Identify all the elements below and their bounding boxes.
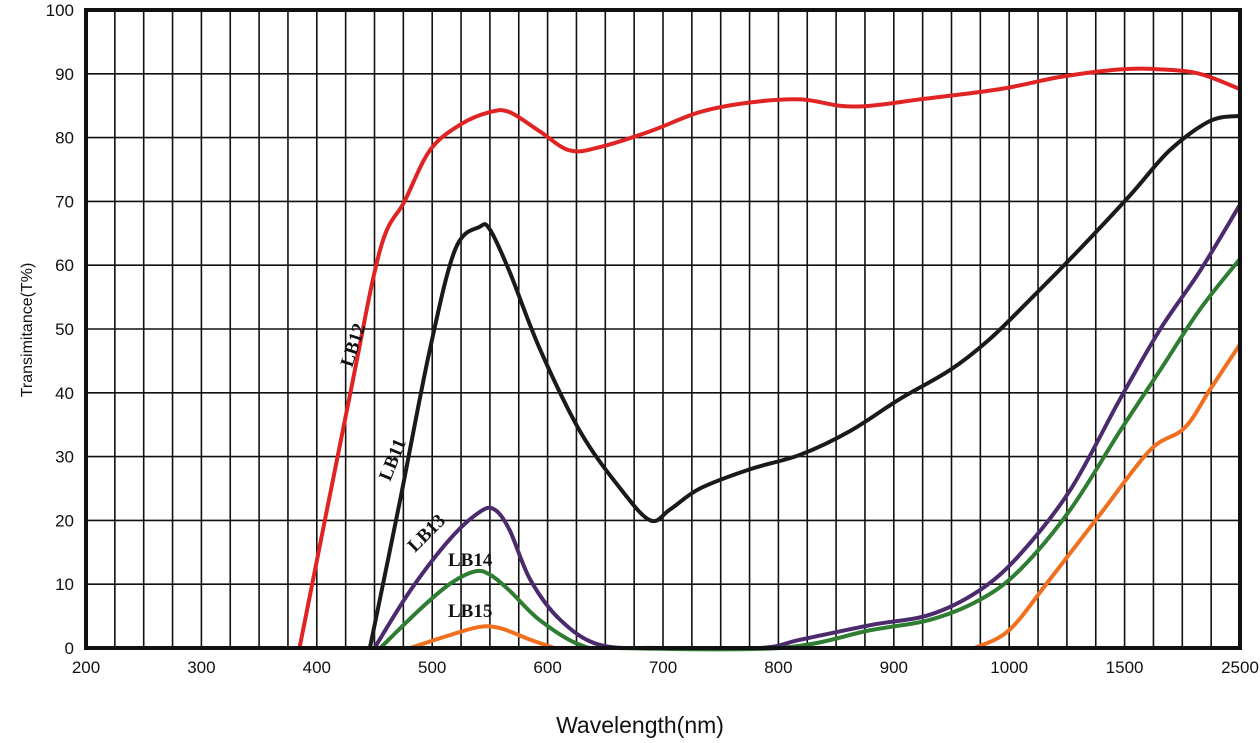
series-line-lb15 xyxy=(972,342,1242,650)
x-tick-label: 700 xyxy=(649,658,677,677)
x-tick-label: 600 xyxy=(533,658,561,677)
grid xyxy=(86,9,1240,649)
y-tick-label: 70 xyxy=(55,192,74,211)
x-tick-label: 800 xyxy=(764,658,792,677)
plot-frame xyxy=(84,8,1242,650)
series-line-lb12 xyxy=(297,66,1242,650)
x-tick-label: 500 xyxy=(418,658,446,677)
x-tick-label: 400 xyxy=(303,658,331,677)
x-tick-label: 1500 xyxy=(1106,658,1144,677)
x-tick-label: 900 xyxy=(880,658,908,677)
y-tick-label: 20 xyxy=(55,511,74,530)
x-tick-label: 2500 xyxy=(1221,658,1259,677)
series-label-lb15: LB15 xyxy=(448,601,492,622)
y-tick-label: 100 xyxy=(46,1,74,20)
x-tick-label: 1000 xyxy=(990,658,1028,677)
y-tick-label: 10 xyxy=(55,575,74,594)
curves xyxy=(297,66,1242,652)
series-label-lb12: LB12 xyxy=(337,321,371,370)
x-axis-label: Wavelength(nm) xyxy=(556,712,724,738)
series-line-lb14 xyxy=(378,256,1242,652)
y-tick-label: 60 xyxy=(55,256,74,275)
y-tick-labels: 0 10 20 30 40 50 60 70 80 90 100 xyxy=(46,1,74,658)
x-tick-label: 300 xyxy=(187,658,215,677)
y-axis-label: Transimitance(T%) xyxy=(19,263,36,398)
x-tick-labels: 200 300 400 500 600 700 800 900 1000 1500 2500 xyxy=(72,658,1259,677)
series-label-lb14: LB14 xyxy=(448,550,493,571)
y-tick-label: 50 xyxy=(55,320,74,339)
y-tick-label: 80 xyxy=(55,129,74,148)
y-tick-label: 40 xyxy=(55,384,74,403)
series-line-lb15 xyxy=(408,624,557,650)
series-line-lb11 xyxy=(367,113,1242,650)
x-tick-label: 200 xyxy=(72,658,100,677)
y-tick-label: 90 xyxy=(55,65,74,84)
y-tick-label: 30 xyxy=(55,448,74,467)
y-tick-label: 0 xyxy=(65,639,74,658)
